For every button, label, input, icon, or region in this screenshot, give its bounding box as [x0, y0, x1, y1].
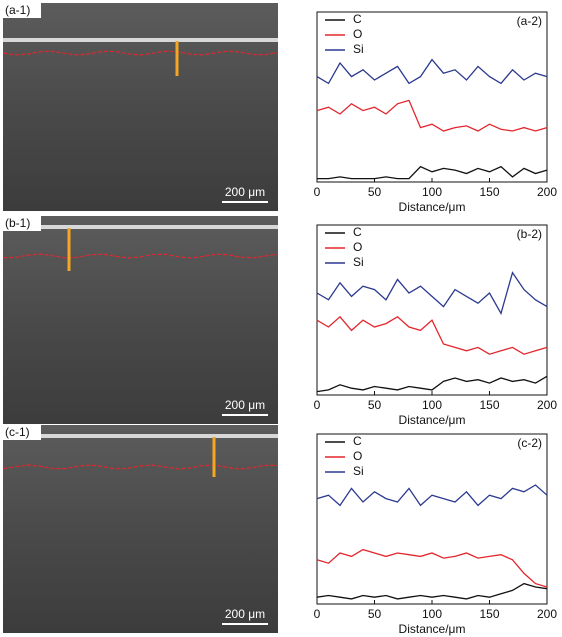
sem-surface	[3, 225, 278, 229]
x-tick-label: 50	[368, 398, 382, 412]
label-bg	[3, 3, 41, 18]
image-label: (c-1)	[5, 425, 30, 439]
sem-image	[3, 3, 278, 211]
scale-bar-label: 200 μm	[225, 398, 265, 412]
image-label: (a-1)	[5, 3, 30, 17]
x-tick-label: 0	[314, 185, 321, 199]
legend-label: O	[353, 240, 362, 254]
x-tick-label: 100	[422, 398, 442, 412]
sem-image	[3, 425, 278, 633]
plot-frame	[316, 433, 548, 605]
series-line	[316, 548, 548, 588]
x-tick-label: 50	[368, 185, 382, 199]
legend-label: Si	[353, 42, 364, 56]
x-tick-label: 200	[537, 607, 557, 621]
legend-label: C	[353, 225, 362, 239]
x-tick-label: 100	[422, 185, 442, 199]
x-axis-label: Distance/μm	[399, 622, 466, 636]
x-tick-label: 0	[314, 607, 321, 621]
sem-surface	[3, 38, 278, 42]
label-bg	[3, 216, 41, 231]
panel-label: (a-2)	[517, 14, 542, 28]
plot-frame	[316, 224, 548, 396]
x-tick-label: 100	[422, 607, 442, 621]
label-bg	[3, 425, 41, 440]
series-line	[316, 375, 548, 393]
legend-label: C	[353, 12, 362, 26]
legend-label: Si	[353, 464, 364, 478]
series-line	[316, 99, 548, 132]
legend-label: O	[353, 27, 362, 41]
x-tick-label: 150	[479, 185, 499, 199]
x-tick-label: 150	[479, 398, 499, 412]
legend-label: C	[353, 434, 362, 448]
x-tick-label: 50	[368, 607, 382, 621]
panel-label: (b-2)	[517, 227, 542, 241]
sem-image	[3, 216, 278, 424]
x-tick-label: 150	[479, 607, 499, 621]
x-tick-label: 200	[537, 185, 557, 199]
x-axis-label: Distance/μm	[399, 413, 466, 427]
series-line	[317, 165, 548, 180]
image-label: (b-1)	[5, 216, 30, 230]
x-tick-label: 0	[314, 398, 321, 412]
interface-line	[2, 50, 279, 56]
series-line	[316, 484, 548, 507]
interface-line	[2, 464, 279, 470]
series-line	[316, 58, 548, 85]
x-axis-label: Distance/μm	[399, 200, 466, 214]
series-line	[316, 271, 548, 316]
sem-surface	[3, 434, 278, 438]
series-line	[316, 582, 548, 600]
scale-bar-label: 200 μm	[225, 185, 265, 199]
series-line	[316, 315, 548, 355]
x-tick-label: 200	[537, 398, 557, 412]
legend-label: O	[353, 449, 362, 463]
interface-line	[2, 253, 279, 259]
legend-label: Si	[353, 255, 364, 269]
panel-label: (c-2)	[517, 436, 542, 450]
plot-frame	[316, 11, 548, 183]
scale-bar-label: 200 μm	[225, 607, 265, 621]
